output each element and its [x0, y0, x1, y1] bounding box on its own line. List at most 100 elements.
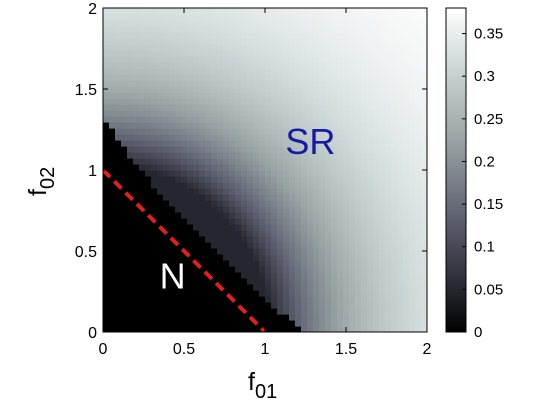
heatmap-cell [163, 44, 170, 51]
heatmap-cell [271, 80, 278, 87]
heatmap-cell [199, 140, 206, 147]
heatmap-cell [361, 218, 368, 225]
heatmap-cell [301, 128, 308, 135]
heatmap-cell [265, 98, 272, 105]
heatmap-cell [385, 32, 392, 39]
heatmap-cell [229, 50, 236, 57]
heatmap-cell [211, 314, 218, 321]
heatmap-cell [139, 260, 146, 267]
heatmap-cell [415, 284, 422, 291]
heatmap-cell [403, 140, 410, 147]
heatmap-cell [259, 248, 266, 255]
heatmap-cell [223, 104, 230, 111]
heatmap-cell [133, 188, 140, 195]
heatmap-cell [223, 266, 230, 273]
heatmap-cell [391, 290, 398, 297]
heatmap-cell [211, 326, 218, 332]
heatmap-cell [109, 32, 116, 39]
heatmap-cell [421, 38, 427, 45]
heatmap-cell [205, 8, 212, 15]
heatmap-cell [409, 158, 416, 165]
heatmap-cell [367, 164, 374, 171]
heatmap-cell [181, 302, 188, 309]
heatmap-cell [229, 116, 236, 123]
heatmap-cell [313, 140, 320, 147]
heatmap-cell [349, 170, 356, 177]
heatmap-cell [307, 74, 314, 81]
heatmap-cell [265, 224, 272, 231]
heatmap-cell [169, 278, 176, 285]
heatmap-cell [349, 254, 356, 261]
heatmap-cell [169, 158, 176, 165]
heatmap-cell [145, 230, 152, 237]
heatmap-cell [325, 212, 332, 219]
heatmap-cell [133, 254, 140, 261]
heatmap-cell [217, 128, 224, 135]
heatmap-cell [391, 14, 398, 21]
heatmap-cell [385, 92, 392, 99]
heatmap-cell [175, 248, 182, 255]
heatmap-cell [247, 134, 254, 141]
heatmap-cell [271, 134, 278, 141]
heatmap-cell [157, 164, 164, 171]
heatmap-cell [163, 320, 170, 327]
heatmap-cell [367, 290, 374, 297]
heatmap-cell [331, 14, 338, 21]
heatmap-cell [109, 194, 116, 201]
heatmap-cell [181, 62, 188, 69]
heatmap-cell [421, 218, 427, 225]
heatmap-cell [241, 14, 248, 21]
heatmap-cell [133, 260, 140, 267]
heatmap-cell [397, 110, 404, 117]
heatmap-cell [283, 158, 290, 165]
heatmap-cell [115, 32, 122, 39]
heatmap-cell [349, 320, 356, 327]
heatmap-cell [121, 20, 128, 27]
heatmap-cell [295, 290, 302, 297]
heatmap-cell [181, 74, 188, 81]
heatmap-cell [277, 134, 284, 141]
heatmap-cell [211, 8, 218, 15]
heatmap-cell [343, 236, 350, 243]
heatmap-cell [121, 182, 128, 189]
heatmap-cell [313, 170, 320, 177]
heatmap-cell [337, 8, 344, 15]
heatmap-cell [253, 278, 260, 285]
heatmap-cell [205, 194, 212, 201]
heatmap-cell [217, 56, 224, 63]
heatmap-cell [283, 200, 290, 207]
heatmap-cell [343, 212, 350, 219]
heatmap-cell [391, 302, 398, 309]
heatmap-cell [193, 116, 200, 123]
heatmap-cell [163, 104, 170, 111]
heatmap-cell [373, 56, 380, 63]
heatmap-cell [331, 104, 338, 111]
heatmap-cell [361, 152, 368, 159]
heatmap-cell [361, 140, 368, 147]
heatmap-cell [235, 32, 242, 39]
heatmap-cell [109, 146, 116, 153]
heatmap-cell [205, 50, 212, 57]
heatmap-cell [385, 164, 392, 171]
heatmap-cell [367, 80, 374, 87]
heatmap-cell [271, 158, 278, 165]
heatmap-cell [151, 50, 158, 57]
heatmap-cell [349, 212, 356, 219]
heatmap-cell [403, 110, 410, 117]
heatmap-cell [331, 32, 338, 39]
heatmap-cell [367, 302, 374, 309]
heatmap-cell [265, 32, 272, 39]
heatmap-cell [193, 104, 200, 111]
heatmap-cell [193, 326, 200, 332]
heatmap-cell [391, 320, 398, 327]
heatmap-cell [409, 314, 416, 321]
heatmap-cell [361, 182, 368, 189]
heatmap-cell [121, 230, 128, 237]
heatmap-cell [109, 92, 116, 99]
heatmap-cell [289, 152, 296, 159]
heatmap-cell [247, 140, 254, 147]
heatmap-cell [337, 170, 344, 177]
heatmap-cell [271, 320, 278, 327]
heatmap-cell [175, 284, 182, 291]
heatmap-cell [289, 122, 296, 129]
